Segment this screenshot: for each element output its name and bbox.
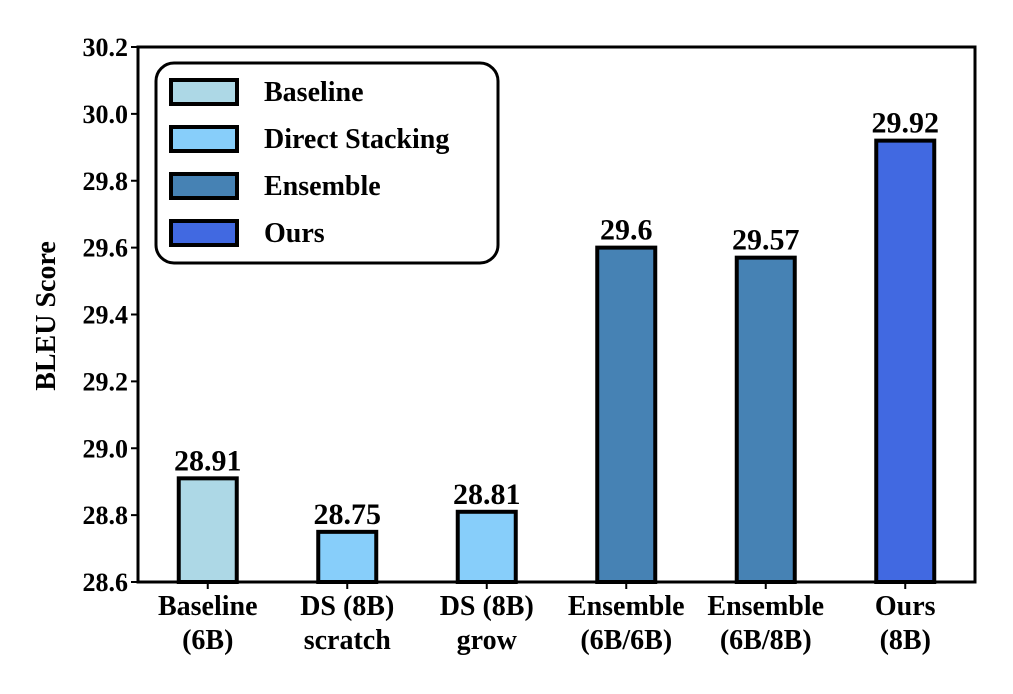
bar-2 (455, 509, 518, 584)
x-tick-label-1-0: DS (8B) (300, 591, 394, 622)
legend-swatch-1 (169, 125, 239, 153)
data-label-1: 28.75 (314, 498, 382, 531)
legend-label-0: Baseline (264, 77, 364, 108)
y-tick-label-0: 28.6 (83, 568, 129, 597)
data-label-0: 28.91 (174, 444, 242, 477)
x-tick-label-4-1: (6B/8B) (720, 625, 812, 656)
y-axis-title: BLEU Score (31, 241, 62, 391)
y-tick-label-6: 29.8 (83, 167, 129, 196)
y-tick-label-2: 29.0 (83, 434, 129, 463)
data-label-2: 28.81 (453, 478, 521, 511)
y-tick-label-4: 29.4 (83, 301, 129, 330)
bar-0 (176, 476, 239, 584)
x-tick-label-4-0: Ensemble (707, 591, 824, 622)
x-tick-label-3-0: Ensemble (568, 591, 685, 622)
y-tick-label-7: 30.0 (83, 100, 129, 129)
y-tick-label-1: 28.8 (83, 501, 129, 530)
y-tick-label-5: 29.6 (83, 234, 129, 263)
x-tick-label-2-1: grow (457, 625, 518, 656)
y-tick-label-3: 29.2 (83, 367, 129, 396)
bars-layer (176, 138, 937, 584)
legend: Baseline Direct Stacking Ensemble Ours (154, 61, 500, 265)
bar-5 (874, 138, 937, 584)
bar-4 (734, 255, 797, 584)
x-tick-label-5-1: (8B) (880, 625, 931, 656)
legend-label-3: Ours (264, 218, 325, 249)
data-label-3: 29.6 (600, 214, 653, 247)
legend-swatch-2 (169, 172, 239, 200)
legend-label-1: Direct Stacking (264, 124, 449, 155)
x-tick-label-5-0: Ours (875, 591, 936, 622)
legend-box (154, 61, 500, 265)
x-tick-label-0-1: (6B) (182, 625, 233, 656)
x-tick-label-3-1: (6B/6B) (580, 625, 672, 656)
bar-1 (316, 529, 379, 584)
data-label-4: 29.57 (732, 224, 800, 257)
labels-layer: 28.91 28.75 28.81 29.6 29.57 29.92 (174, 107, 939, 531)
data-label-5: 29.92 (872, 107, 940, 140)
legend-swatch-0 (169, 78, 239, 106)
legend-label-2: Ensemble (264, 171, 381, 202)
x-tick-label-2-0: DS (8B) (440, 591, 534, 622)
bar-3 (595, 245, 658, 584)
x-tick-label-1-1: scratch (304, 625, 392, 656)
legend-swatch-3 (169, 219, 239, 247)
y-tick-label-8: 30.2 (83, 33, 129, 62)
x-tick-label-0-0: Baseline (158, 591, 258, 622)
